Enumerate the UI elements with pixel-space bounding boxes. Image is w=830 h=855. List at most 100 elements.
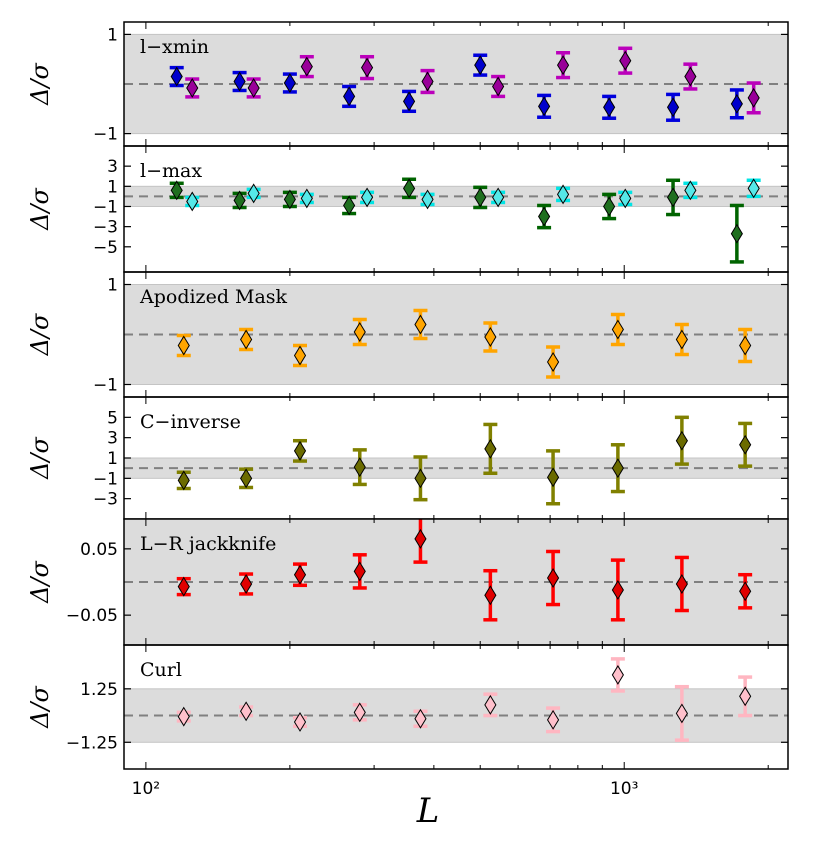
data-point <box>239 572 254 596</box>
data-point <box>176 706 191 727</box>
diamond-marker <box>240 329 253 350</box>
data-point <box>546 706 561 734</box>
y-axis-label: Δ/σ <box>26 436 54 479</box>
series-apodized <box>176 308 753 379</box>
y-tick-label: −0.05 <box>66 606 118 626</box>
data-point <box>402 177 417 200</box>
diamond-marker <box>619 50 632 71</box>
panel-3: 1 −1 Apodized Mask Δ/σ <box>26 271 789 398</box>
data-point <box>674 555 689 613</box>
data-point <box>738 421 753 468</box>
data-point <box>232 70 247 93</box>
data-point <box>729 203 744 264</box>
diamond-marker <box>739 581 752 602</box>
y-tick-label: −1 <box>93 469 118 489</box>
data-point <box>683 180 698 201</box>
data-point <box>413 455 428 502</box>
diamond-marker <box>177 706 190 727</box>
data-point <box>738 675 753 718</box>
diamond-marker <box>492 76 505 97</box>
diamond-marker <box>186 78 199 98</box>
diamond-marker <box>538 96 551 117</box>
diamond-marker <box>360 187 374 208</box>
y-tick-label: −3 <box>93 490 118 510</box>
data-point <box>246 77 261 99</box>
panel-title: l−max <box>140 160 202 182</box>
diamond-marker <box>556 184 570 205</box>
data-point <box>610 443 625 494</box>
y-axis-label: Δ/σ <box>26 560 54 603</box>
y-tick-label: 5 <box>107 408 118 428</box>
data-point <box>360 187 375 208</box>
diamond-marker <box>353 322 366 342</box>
series-xmin-a <box>169 53 744 122</box>
diamond-marker <box>684 66 697 87</box>
y-tick-label: −1 <box>93 376 118 396</box>
data-point <box>537 203 552 230</box>
diamond-marker <box>546 352 560 372</box>
y-axis-label: Δ/σ <box>26 313 54 356</box>
series-xmin-b <box>185 46 761 115</box>
data-point <box>674 322 689 357</box>
panel-title: C−inverse <box>140 411 241 433</box>
data-point <box>610 312 625 347</box>
data-point <box>602 192 617 221</box>
data-point <box>483 568 498 622</box>
diamond-marker <box>343 86 356 107</box>
y-tick-label: −5 <box>93 238 118 258</box>
diamond-marker <box>484 438 497 459</box>
panel-plot-area <box>124 415 788 506</box>
y-tick-label: 0.05 <box>80 540 118 560</box>
data-point <box>299 188 314 209</box>
series-max-b <box>185 178 761 212</box>
diamond-marker <box>675 329 688 350</box>
diamond-marker <box>747 178 760 199</box>
data-point <box>537 93 552 119</box>
data-point <box>352 317 367 347</box>
panel-plot-area <box>124 284 788 385</box>
diamond-marker <box>739 434 752 455</box>
diamond-marker <box>474 55 487 76</box>
data-point <box>473 53 488 77</box>
data-point <box>491 187 506 208</box>
series-max-a <box>169 177 744 264</box>
diamond-marker <box>186 191 199 212</box>
data-point <box>618 46 633 75</box>
panel-6: 1.25 −1.25 Curl Δ/σ <box>26 644 789 770</box>
y-tick-label: −1.25 <box>66 733 118 753</box>
diamond-marker <box>247 78 260 98</box>
panel-frame <box>123 644 789 770</box>
diamond-marker <box>684 180 697 201</box>
data-point <box>185 191 200 212</box>
diamond-marker <box>484 585 497 606</box>
data-point <box>666 178 681 217</box>
data-point <box>185 77 200 99</box>
diamond-marker <box>484 327 497 347</box>
y-tick-label: 3 <box>107 157 118 177</box>
y-tick-label: −1 <box>93 197 118 217</box>
y-tick-label: 1 <box>107 449 118 469</box>
diamond-marker <box>233 190 246 211</box>
data-point <box>738 572 753 610</box>
diamond-marker <box>414 468 427 489</box>
data-point <box>402 89 417 114</box>
diamond-marker <box>611 458 624 479</box>
data-point <box>746 178 761 199</box>
data-point <box>473 185 488 210</box>
data-point <box>352 553 367 590</box>
data-point <box>169 65 184 88</box>
diamond-marker <box>474 187 487 208</box>
data-point <box>176 576 191 597</box>
panel-plot-area <box>124 519 788 645</box>
panel-plot-area <box>124 33 788 135</box>
data-point <box>738 327 753 364</box>
data-point <box>683 62 698 91</box>
data-point <box>239 467 254 490</box>
data-point <box>556 184 571 205</box>
diamond-marker <box>421 189 434 210</box>
diamond-marker <box>293 712 307 732</box>
diamond-marker <box>666 187 680 208</box>
diamond-marker <box>492 187 505 208</box>
diamond-marker <box>402 91 416 112</box>
